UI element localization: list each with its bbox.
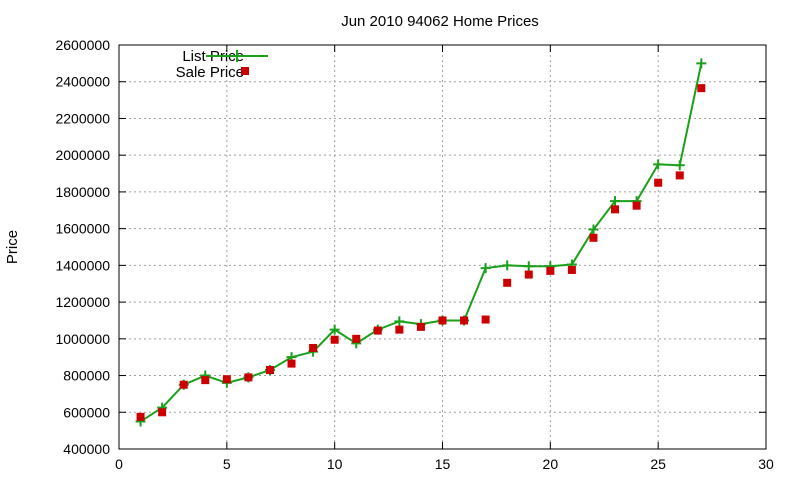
y-tick-label: 2600000: [55, 37, 110, 53]
y-tick-label: 1400000: [55, 257, 110, 273]
list-price-point: [502, 260, 513, 271]
list-price-point: [610, 196, 621, 207]
sale-price-point: [632, 201, 641, 210]
sale-price-point: [309, 344, 318, 352]
y-tick-label: 2200000: [55, 110, 110, 126]
x-tick-label: 25: [650, 456, 666, 472]
list-price-point: [394, 316, 405, 327]
sale-price-point: [503, 278, 512, 287]
series-list-price-line: [140, 63, 703, 423]
y-tick-label: 2000000: [55, 147, 110, 163]
y-axis-label: Price: [4, 230, 21, 264]
series: [135, 58, 707, 427]
sale-price-point: [222, 375, 231, 384]
y-tick-label: 1800000: [55, 184, 110, 200]
legend-swatch-list-price-marker: [231, 50, 243, 62]
sale-price-point: [373, 326, 382, 335]
sale-price-point: [416, 322, 425, 331]
sale-price-point: [675, 171, 684, 180]
list-price-point: [329, 324, 340, 335]
sale-price-point: [287, 359, 296, 368]
list-price-point: [696, 58, 707, 69]
y-tick-label: 1200000: [55, 294, 110, 310]
x-tick-label: 10: [327, 456, 343, 472]
legend: List Price Sale Price: [176, 48, 268, 81]
sale-price-point: [395, 325, 404, 334]
sale-price-point: [546, 266, 555, 275]
legend-label-sale-price: Sale Price: [176, 64, 244, 81]
sale-price-point: [330, 335, 339, 344]
y-tick-label: 800000: [63, 368, 110, 384]
grid: [119, 45, 766, 449]
y-tick-label: 1600000: [55, 221, 110, 237]
x-tick-label: 15: [435, 456, 451, 472]
list-price-point: [480, 263, 491, 274]
y-tick-label: 2400000: [55, 74, 110, 90]
x-tick-label: 0: [115, 456, 123, 472]
sale-price-point: [460, 316, 469, 325]
sale-price-point: [481, 315, 490, 324]
list-price-point: [653, 159, 664, 170]
y-tick-label: 400000: [63, 441, 110, 457]
sale-price-point: [201, 376, 210, 385]
x-tick-label: 30: [758, 456, 774, 472]
sale-price-point: [136, 412, 145, 421]
axis-ticks: 0 5 10 15 20 25 30 400000 600000 800000 1000000 120…: [55, 37, 774, 472]
x-tick-label: 20: [543, 456, 559, 472]
sale-price-point: [611, 205, 620, 214]
list-price-point: [523, 261, 534, 272]
sale-price-point: [265, 366, 274, 375]
sale-price-point: [524, 270, 533, 279]
chart-title: Jun 2010 94062 Home Prices: [341, 13, 539, 30]
x-tick-label: 5: [223, 456, 231, 472]
sale-price-point: [179, 380, 188, 389]
sale-price-point: [158, 408, 167, 417]
y-tick-label: 600000: [63, 404, 110, 420]
sale-price-point: [438, 316, 447, 325]
sale-price-point: [654, 178, 663, 187]
sale-price-point: [567, 265, 576, 274]
sale-price-point: [244, 373, 253, 382]
list-price-point: [588, 224, 599, 235]
sale-price-point: [697, 84, 706, 93]
legend-swatch-sale-price-marker: [241, 67, 249, 75]
list-price-point: [674, 160, 685, 171]
sale-price-point: [589, 233, 598, 242]
y-tick-label: 1000000: [55, 331, 110, 347]
sale-price-point: [352, 334, 361, 343]
